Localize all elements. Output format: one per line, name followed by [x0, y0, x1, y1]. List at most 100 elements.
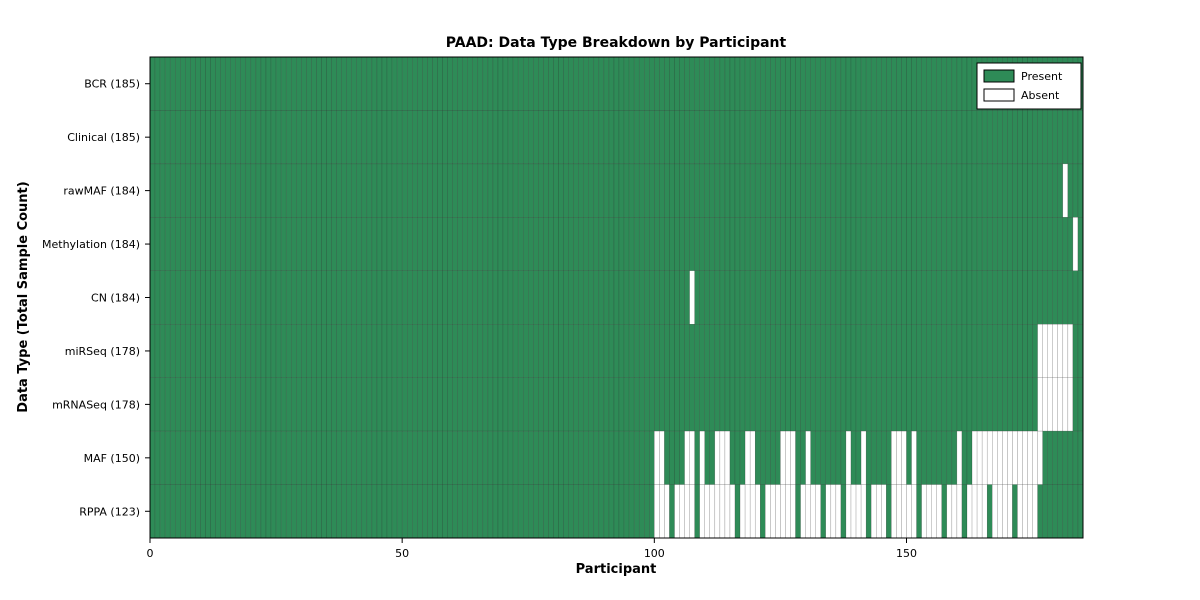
cell — [941, 217, 948, 271]
cell — [1022, 377, 1028, 432]
cell — [674, 270, 680, 325]
x-tick-label: 0 — [147, 547, 154, 560]
cell — [744, 377, 751, 432]
cell — [568, 430, 574, 485]
cell — [180, 217, 186, 271]
cell — [164, 430, 171, 485]
cell — [1007, 324, 1013, 378]
cell — [195, 163, 201, 218]
cell — [664, 270, 670, 325]
cell — [422, 163, 428, 218]
cell — [285, 270, 292, 325]
cell — [926, 163, 932, 218]
cell — [1072, 110, 1079, 165]
cell — [1032, 110, 1038, 165]
cell — [986, 430, 993, 485]
cell — [704, 163, 711, 218]
cell — [533, 163, 539, 218]
cell — [477, 377, 484, 432]
cell — [765, 217, 771, 271]
cell — [381, 217, 388, 271]
cell — [175, 430, 181, 485]
cell — [694, 110, 700, 165]
cell — [971, 217, 978, 271]
cell — [462, 56, 468, 111]
cell — [164, 484, 171, 539]
cell — [351, 163, 357, 218]
cell — [296, 484, 302, 539]
cell — [1027, 324, 1033, 378]
cell — [497, 270, 504, 325]
cell — [366, 270, 373, 325]
cell — [432, 217, 438, 271]
cell — [1052, 110, 1058, 165]
cell — [901, 377, 907, 432]
cell — [679, 324, 685, 378]
cell — [230, 324, 236, 378]
cell — [613, 377, 620, 432]
cell — [850, 217, 857, 271]
cell — [1052, 217, 1058, 271]
cell — [906, 484, 912, 539]
cell — [412, 484, 418, 539]
cell — [154, 110, 161, 165]
cell — [669, 377, 675, 432]
cell — [190, 163, 196, 218]
cell — [760, 324, 766, 378]
cell — [724, 217, 731, 271]
cell — [916, 324, 922, 378]
cell — [432, 110, 438, 165]
cell — [497, 324, 504, 378]
cell — [613, 430, 620, 485]
cell — [997, 430, 1003, 485]
cell — [628, 430, 635, 485]
cell — [835, 217, 842, 271]
cell — [1047, 163, 1053, 218]
cell — [558, 324, 564, 378]
cell — [719, 377, 726, 432]
cell — [437, 430, 443, 485]
cell — [533, 430, 539, 485]
cell — [442, 484, 448, 539]
cell — [638, 324, 645, 378]
cell — [169, 56, 176, 111]
cell — [482, 56, 489, 111]
cell — [638, 377, 645, 432]
cell — [992, 270, 998, 325]
cell — [265, 270, 272, 325]
cell — [704, 56, 711, 111]
cell — [205, 484, 211, 539]
cell — [341, 217, 347, 271]
cell — [371, 110, 378, 165]
cell — [593, 110, 600, 165]
cell — [785, 484, 791, 539]
cell — [951, 324, 958, 378]
cell — [492, 217, 499, 271]
cell — [689, 484, 695, 539]
cell — [593, 324, 600, 378]
cell — [760, 56, 766, 111]
cell — [588, 324, 595, 378]
cell — [477, 484, 484, 539]
cell — [190, 324, 196, 378]
cell — [976, 163, 983, 218]
cell — [815, 110, 821, 165]
cell — [528, 377, 534, 432]
cell — [507, 430, 514, 485]
cell — [916, 110, 922, 165]
cell — [376, 377, 383, 432]
cell — [240, 163, 247, 218]
cell — [825, 324, 832, 378]
cell — [548, 110, 554, 165]
cell — [926, 110, 932, 165]
cell — [175, 110, 181, 165]
cell — [603, 270, 610, 325]
cell — [1012, 270, 1018, 325]
cell — [638, 484, 645, 539]
cell — [729, 324, 736, 378]
cell — [1012, 163, 1018, 218]
cell — [1042, 163, 1048, 218]
cell — [376, 110, 383, 165]
cell — [704, 217, 711, 271]
cell — [265, 484, 272, 539]
